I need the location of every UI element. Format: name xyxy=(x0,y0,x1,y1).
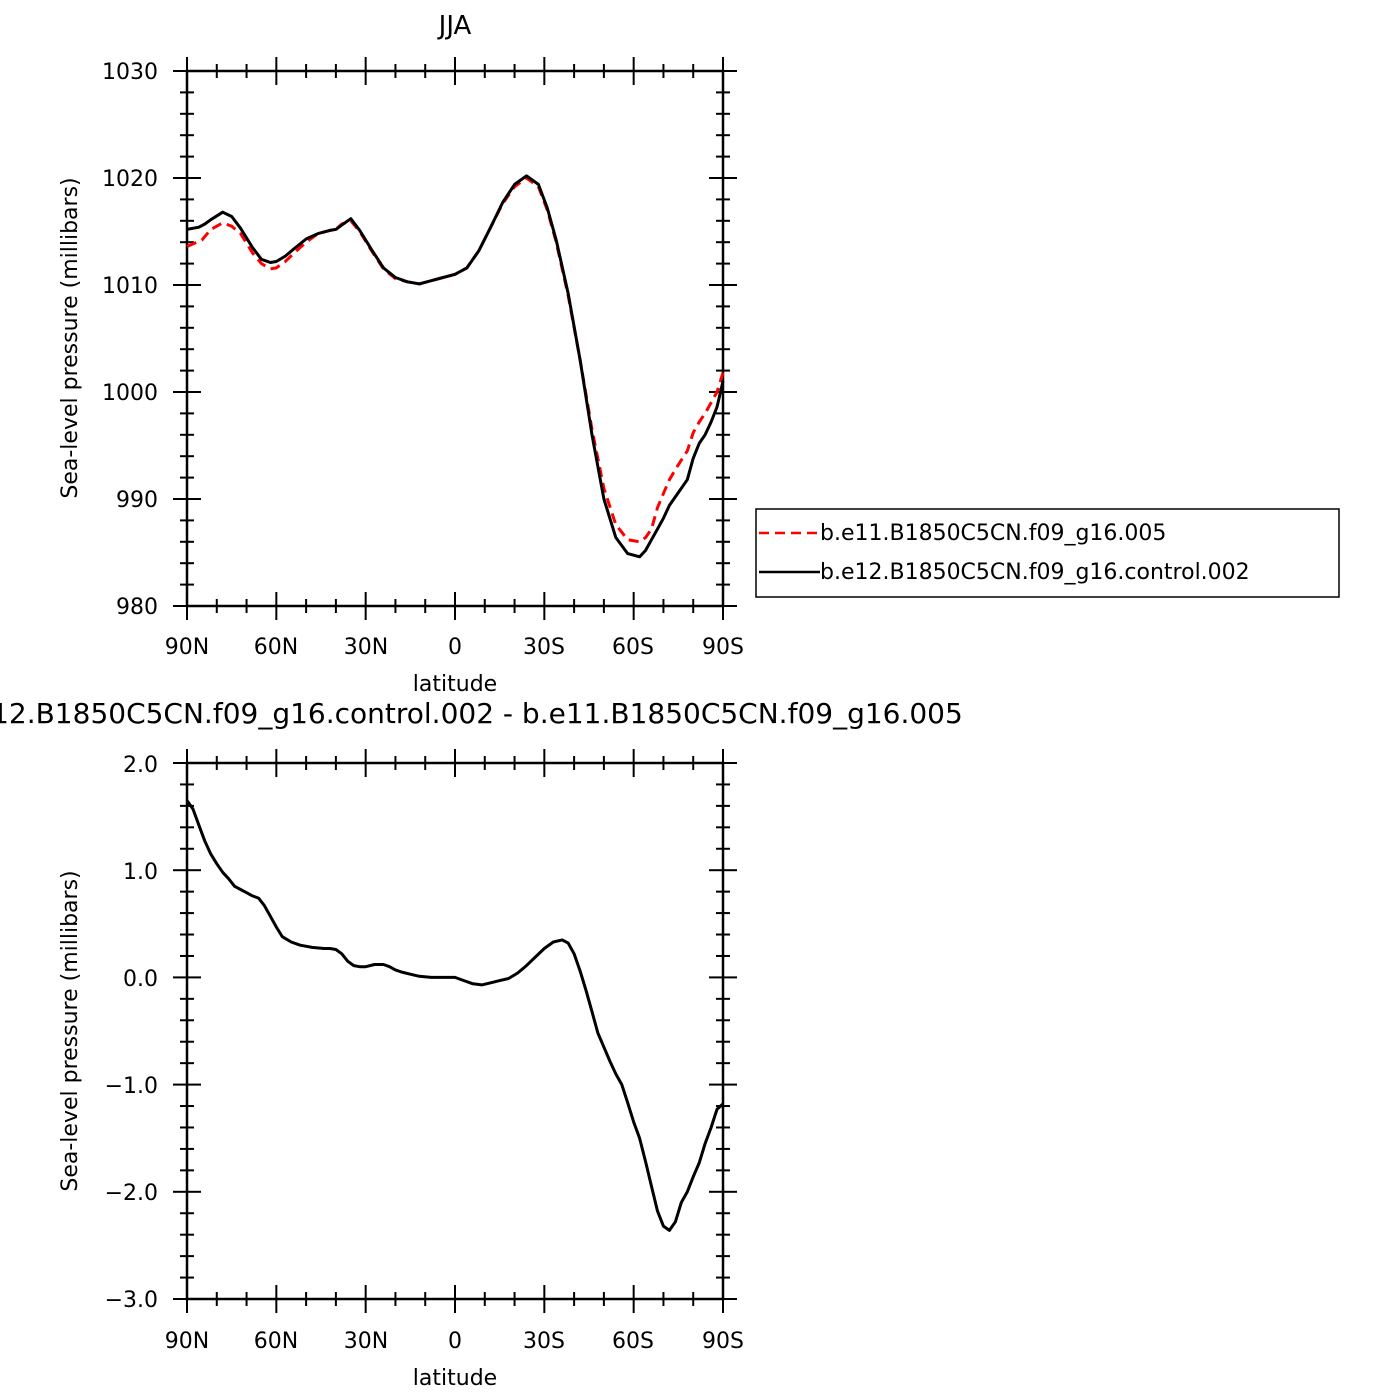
top-x-tick-label-60N: 60N xyxy=(254,635,298,660)
top-x-tick-label-60S: 60S xyxy=(612,635,654,660)
legend-label-series-1: b.e11.B1850C5CN.f09_g16.005 xyxy=(820,521,1166,546)
bottom-x-tick-label-90S: 90S xyxy=(702,1329,744,1354)
top-y-tick-label-1010: 1010 xyxy=(102,274,158,299)
bottom-x-tick-label-30N: 30N xyxy=(344,1329,388,1354)
legend: b.e11.B1850C5CN.f09_g16.005 b.e12.B1850C… xyxy=(755,508,1340,598)
top-x-tick-label-0: 0 xyxy=(448,635,462,660)
bottom-chart-title: b.e12.B1850C5CN.f09_g16.control.002 - b.… xyxy=(0,697,963,730)
bottom-x-tick-label-90N: 90N xyxy=(165,1329,209,1354)
top-x-tick-label-90N: 90N xyxy=(165,635,209,660)
bottom-x-tick-label-30S: 30S xyxy=(523,1329,565,1354)
top-chart-title: JJA xyxy=(437,11,472,41)
bottom-x-tick-label-0: 0 xyxy=(448,1329,462,1354)
top-series-group xyxy=(186,174,725,559)
bottom-panel: b.e12.B1850C5CN.f09_g16.control.002 - b.… xyxy=(0,697,963,1391)
top-y-tick-labels: 980 990 1000 1010 1020 1030 xyxy=(102,60,158,620)
top-axis-ticks xyxy=(173,57,737,620)
legend-box xyxy=(755,508,1340,598)
bottom-x-axis-label: latitude xyxy=(413,1366,497,1391)
top-y-tick-label-980: 980 xyxy=(116,595,158,620)
bottom-y-tick-label-0: 0.0 xyxy=(123,967,158,992)
top-y-tick-label-1030: 1030 xyxy=(102,60,158,85)
top-x-tick-label-30S: 30S xyxy=(523,635,565,660)
legend-label-series-2: b.e12.B1850C5CN.f09_g16.control.002 xyxy=(820,560,1250,585)
bottom-x-tick-label-60N: 60N xyxy=(254,1329,298,1354)
bottom-axis-ticks xyxy=(173,749,737,1313)
bottom-y-tick-label-2: 2.0 xyxy=(123,753,158,778)
top-x-tick-labels: 90N 60N 30N 0 30S 60S 90S xyxy=(165,635,744,660)
bottom-x-tick-label-60S: 60S xyxy=(612,1329,654,1354)
bottom-series-group xyxy=(185,799,725,1232)
top-x-axis-label: latitude xyxy=(413,672,497,697)
top-panel: JJA 90N 60N 30N 0 30S 60S 90S 980 990 10… xyxy=(58,11,1340,697)
top-y-tick-label-1000: 1000 xyxy=(102,381,158,406)
top-y-tick-label-1020: 1020 xyxy=(102,167,158,192)
top-x-tick-label-30N: 30N xyxy=(344,635,388,660)
top-y-tick-label-990: 990 xyxy=(116,488,158,513)
bottom-y-tick-label-neg3: −3.0 xyxy=(105,1288,158,1313)
bottom-y-tick-labels: −3.0 −2.0 −1.0 0.0 1.0 2.0 xyxy=(105,753,158,1313)
bottom-x-tick-labels: 90N 60N 30N 0 30S 60S 90S xyxy=(165,1329,744,1354)
top-x-tick-label-90S: 90S xyxy=(702,635,744,660)
top-series-line-2 xyxy=(186,174,725,559)
top-y-axis-label: Sea-level pressure (millibars) xyxy=(58,177,83,498)
bottom-y-axis-label: Sea-level pressure (millibars) xyxy=(58,870,83,1191)
bottom-y-tick-label-1: 1.0 xyxy=(123,860,158,885)
bottom-y-tick-label-neg2: −2.0 xyxy=(105,1181,158,1206)
bottom-series-line-1 xyxy=(185,799,725,1232)
bottom-y-tick-label-neg1: −1.0 xyxy=(105,1074,158,1099)
